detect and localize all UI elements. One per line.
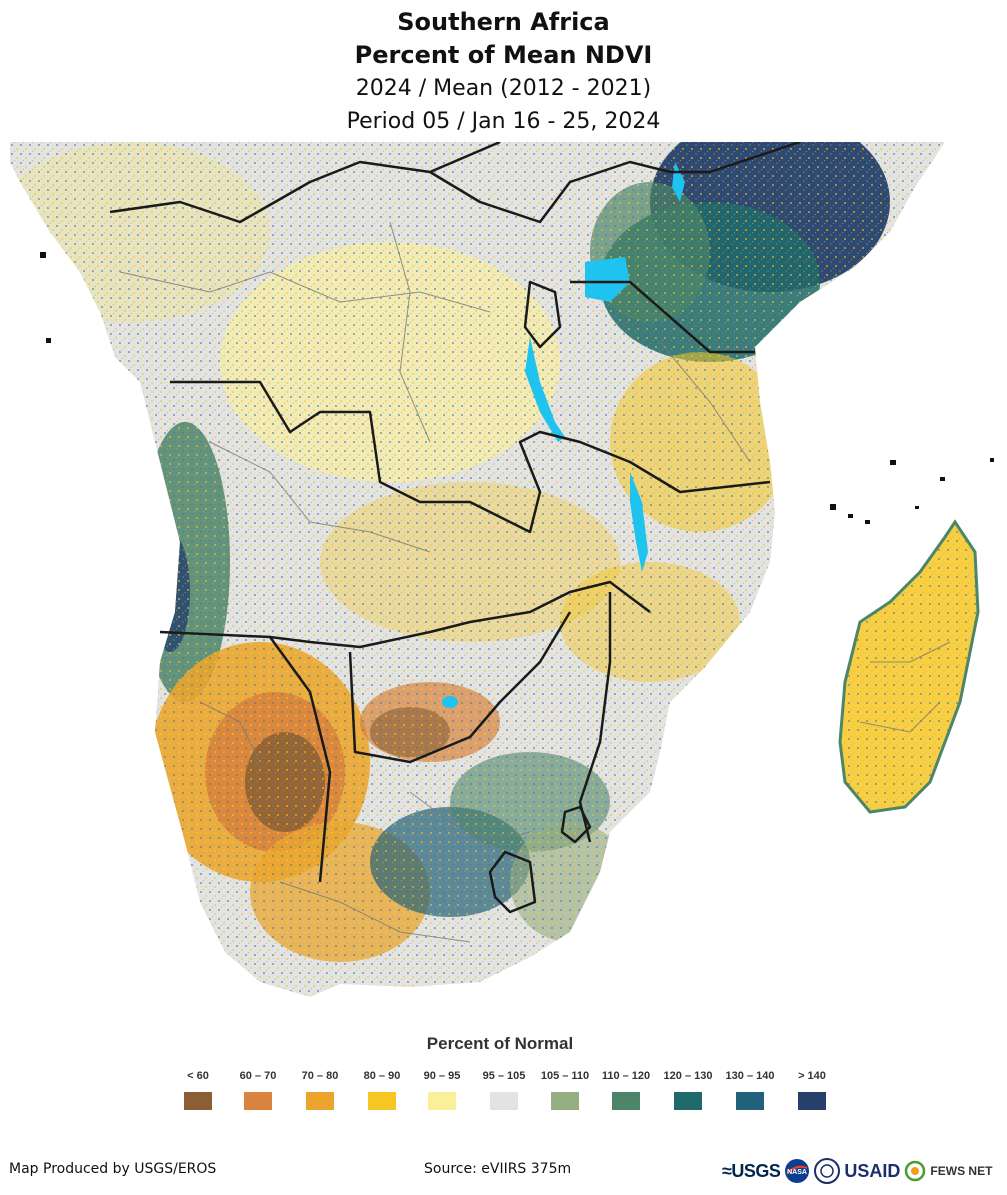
usgs-logo: ≈USGS xyxy=(722,1160,781,1181)
legend-label: 110 – 120 xyxy=(601,1070,651,1082)
madagascar-island xyxy=(838,519,980,814)
legend-label: 60 – 70 xyxy=(239,1070,277,1082)
legend-item: 95 – 105 xyxy=(473,1070,535,1110)
legend-swatch xyxy=(368,1092,396,1110)
legend-swatch xyxy=(428,1092,456,1110)
legend-label: 105 – 110 xyxy=(540,1070,590,1082)
legend-item: 80 – 90 xyxy=(351,1070,413,1110)
legend-swatch xyxy=(490,1092,518,1110)
legend-label: < 60 xyxy=(187,1070,209,1082)
legend-swatch xyxy=(184,1092,212,1110)
ndvi-map xyxy=(10,142,1000,1017)
legend-swatch xyxy=(306,1092,334,1110)
map-title-product: Percent of Mean NDVI xyxy=(354,41,653,69)
map-credit: Map Produced by USGS/EROS xyxy=(9,1161,217,1177)
legend-swatch xyxy=(551,1092,579,1110)
legend-label: 130 – 140 xyxy=(725,1070,775,1082)
legend-swatch xyxy=(612,1092,640,1110)
legend-label: 95 – 105 xyxy=(482,1070,526,1082)
ndvi-map-canvas xyxy=(10,142,994,997)
legend-item: > 140 xyxy=(781,1070,843,1110)
legend-title: Percent of Normal xyxy=(426,1034,574,1053)
admin-borders xyxy=(119,221,951,943)
legend-swatch xyxy=(674,1092,702,1110)
usaid-logo: USAID xyxy=(844,1160,901,1181)
lakes xyxy=(442,162,685,708)
legend-item: 90 – 95 xyxy=(411,1070,473,1110)
usaid-seal-icon xyxy=(814,1158,841,1184)
comoros-seychelles-islands xyxy=(40,252,994,524)
legend-swatch xyxy=(736,1092,764,1110)
legend-item: 70 – 80 xyxy=(289,1070,351,1110)
legend-item: 110 – 120 xyxy=(595,1070,657,1110)
legend-label: > 140 xyxy=(798,1070,826,1082)
fews-globe-icon xyxy=(905,1160,926,1182)
map-subtitle-comparison: 2024 / Mean (2012 - 2021) xyxy=(355,76,652,101)
map-title-block: Southern Africa Percent of Mean NDVI 202… xyxy=(0,6,1007,138)
mainland-ndvi-fill xyxy=(10,142,945,997)
legend-label: 70 – 80 xyxy=(301,1070,339,1082)
map-subtitle-period: Period 05 / Jan 16 - 25, 2024 xyxy=(346,109,661,134)
data-source: Source: eVIIRS 375m xyxy=(424,1161,572,1177)
fews-net-logo: FEWS NET xyxy=(930,1164,993,1178)
legend-item: 120 – 130 xyxy=(657,1070,719,1110)
legend-items: < 60 60 – 70 70 – 80 80 – 90 90 – 95 95 … xyxy=(167,1070,847,1120)
country-borders xyxy=(109,142,801,914)
legend-item: 60 – 70 xyxy=(227,1070,289,1110)
legend-swatch xyxy=(244,1092,272,1110)
nasa-logo-text: NASA xyxy=(787,1169,807,1176)
legend-label: 80 – 90 xyxy=(363,1070,401,1082)
legend-item: < 60 xyxy=(167,1070,229,1110)
nasa-logo: NASA xyxy=(785,1159,810,1183)
legend-label: 90 – 95 xyxy=(423,1070,461,1082)
map-title-region: Southern Africa xyxy=(397,8,610,36)
partner-logos: ≈USGS NASA USAID FEWS NET xyxy=(722,1156,992,1186)
legend-item: 130 – 140 xyxy=(719,1070,781,1110)
legend-item: 105 – 110 xyxy=(534,1070,596,1110)
legend-label: 120 – 130 xyxy=(663,1070,713,1082)
legend-swatch xyxy=(798,1092,826,1110)
